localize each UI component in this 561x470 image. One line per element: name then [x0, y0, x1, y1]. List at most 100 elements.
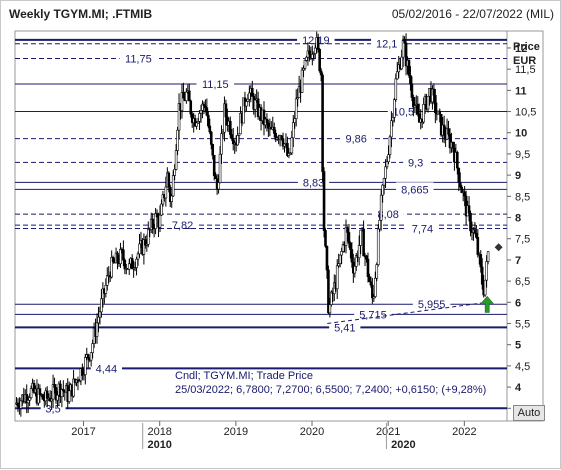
candle-body: [151, 218, 154, 229]
x-tick-label: 2018: [147, 426, 171, 438]
candle-body: [67, 390, 71, 402]
candle-body: [293, 118, 297, 123]
candle-body: [98, 311, 102, 318]
candle-body: [72, 378, 75, 397]
candle-body: [400, 56, 403, 70]
candle-body: [205, 107, 209, 116]
candle-body: [340, 251, 343, 256]
auto-scale-button[interactable]: Auto: [513, 405, 545, 421]
candle-body: [29, 388, 33, 399]
candle-body: [369, 281, 373, 286]
y-tick-label: 4,5: [515, 361, 530, 373]
candle-body: [303, 60, 307, 69]
level-label: 12,1: [376, 39, 397, 51]
candle-body: [473, 229, 477, 234]
candle-body: [316, 37, 320, 50]
y-tick-label: 6: [515, 297, 521, 309]
candle-body: [390, 120, 393, 138]
candle-body: [280, 135, 283, 140]
candle-body: [422, 104, 425, 123]
candle-body: [416, 103, 420, 115]
candle-body: [376, 228, 380, 266]
candle-body: [475, 232, 478, 238]
candle-body: [305, 56, 308, 61]
candle-body: [212, 154, 216, 176]
candle-body: [245, 101, 248, 107]
candle-body: [368, 276, 371, 282]
level-label: 9,3: [408, 157, 423, 169]
candle-body: [224, 103, 228, 118]
y-tick-label: 12: [515, 43, 527, 55]
candle-body: [281, 138, 285, 147]
candle-body: [432, 88, 436, 96]
candle-body: [237, 133, 241, 136]
candle-body: [91, 343, 94, 353]
candle-body: [19, 400, 23, 409]
candle-body: [250, 87, 254, 97]
candle-body: [319, 70, 323, 76]
level-label: 5,715: [359, 309, 387, 321]
y-tick-label: 5,5: [515, 319, 530, 331]
unit-label-price: Price: [513, 41, 540, 53]
candle-body: [198, 113, 201, 122]
candle-body: [385, 161, 389, 168]
level-label: 7,74: [412, 224, 433, 236]
candle-body: [357, 245, 361, 258]
candle-body: [353, 266, 357, 274]
level-label: 8,08: [377, 209, 398, 221]
candle-body: [111, 257, 115, 263]
level-label-bg: [297, 175, 330, 189]
candle-body: [322, 171, 326, 231]
candle-body: [366, 258, 370, 278]
level-label: 9,86: [345, 134, 366, 146]
candle-body: [486, 251, 490, 262]
candle-body: [38, 388, 42, 396]
candle-body: [404, 42, 408, 67]
y-tick-label: 5: [515, 340, 521, 352]
candle-body: [146, 228, 150, 245]
x-tick-label: 2020: [300, 426, 324, 438]
level-label-bg: [406, 221, 439, 235]
level-label-bg: [403, 155, 429, 169]
candle-body: [116, 252, 119, 263]
y-tick-label: 7,5: [515, 234, 530, 246]
level-label-bg: [90, 361, 122, 375]
level-label: 3,5: [45, 403, 60, 415]
level-label-bg: [396, 182, 434, 196]
y-tick-label: 9,5: [515, 149, 530, 161]
candle-body: [16, 402, 20, 407]
candle-body: [349, 243, 352, 250]
candle-body: [394, 78, 398, 100]
candle-body: [359, 229, 362, 246]
candle-body: [438, 110, 442, 115]
y-tick-label: 6,5: [515, 276, 530, 288]
candles: [15, 31, 490, 417]
candle-body: [154, 213, 157, 229]
candle-body: [130, 258, 134, 270]
candle-body: [208, 125, 212, 133]
candle-body: [382, 178, 386, 186]
candle-body: [218, 153, 222, 184]
candle-body: [209, 131, 213, 145]
candle-body: [393, 99, 396, 118]
level-label-bg: [412, 297, 451, 311]
candle-body: [451, 142, 455, 149]
candle-body: [173, 169, 176, 176]
candle-body: [434, 94, 437, 113]
candle-body: [104, 284, 108, 294]
candle-body: [391, 117, 395, 122]
candle-body: [170, 195, 174, 202]
candle-body: [365, 255, 368, 260]
candle-body: [158, 214, 162, 228]
x-tick-label: 2022: [452, 426, 476, 438]
candle-body: [26, 399, 30, 404]
candle-body: [347, 232, 351, 244]
level-label: 10,5: [393, 107, 414, 119]
candle-body: [458, 182, 462, 188]
candle-body: [457, 167, 461, 183]
x-tick-label: 2021: [376, 426, 400, 438]
candle-body: [387, 154, 390, 162]
candle-body: [325, 245, 329, 271]
